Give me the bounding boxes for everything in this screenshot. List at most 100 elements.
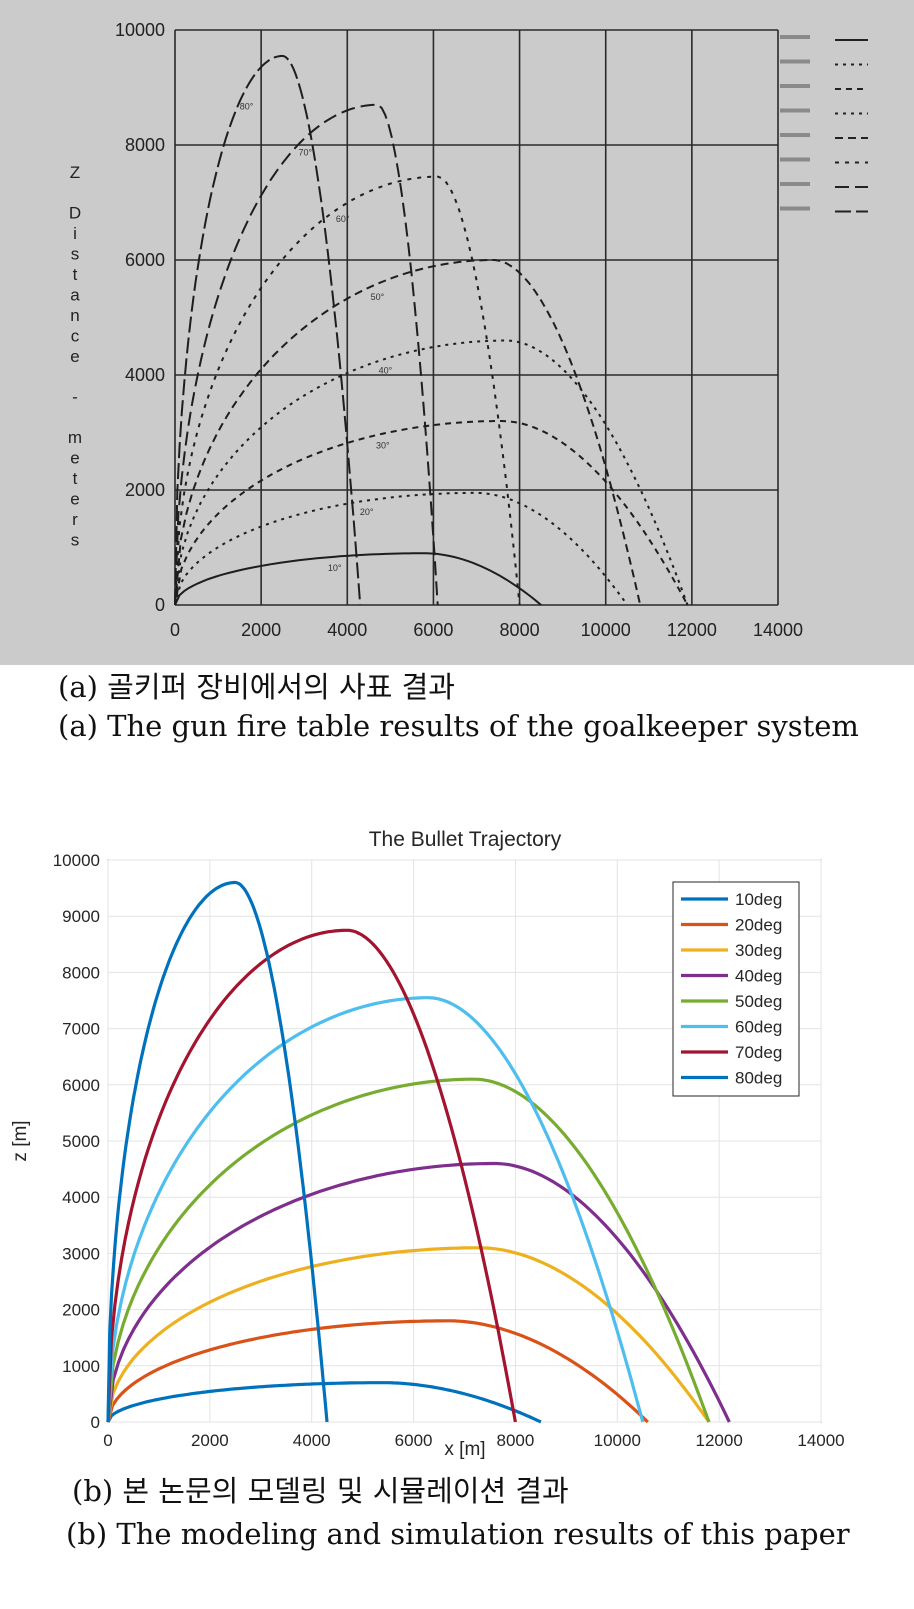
- y-tick-label: 4000: [62, 1188, 100, 1207]
- trajectory-line: [174, 491, 629, 606]
- x-tick-label: 0: [170, 620, 180, 640]
- legend-entry-label: 30deg: [735, 941, 782, 960]
- y-label-char: n: [70, 306, 79, 325]
- legend-entry-label: 40deg: [735, 967, 782, 986]
- x-tick-label: 10000: [581, 620, 631, 640]
- trajectory-line: [174, 175, 521, 606]
- y-label-char: Z: [70, 163, 80, 182]
- legend-entry-label: 80deg: [735, 1069, 782, 1088]
- y-label-char: e: [70, 490, 79, 509]
- x-tick-label: 14000: [797, 1431, 844, 1450]
- trajectory-curves: [106, 880, 731, 1424]
- y-label-char: i: [73, 224, 77, 243]
- y-tick-label: 0: [91, 1413, 100, 1432]
- trajectory-curves: [174, 54, 689, 606]
- x-axis-label: x [m]: [444, 1439, 485, 1460]
- legend-entry-smudge: [780, 157, 810, 162]
- x-tick-label: 0: [103, 1431, 112, 1450]
- y-label-char: m: [68, 428, 82, 447]
- y-tick-label: 5000: [62, 1132, 100, 1151]
- y-label-char: c: [71, 327, 80, 346]
- y-label-char: a: [70, 286, 80, 305]
- y-label-char: D: [69, 204, 81, 223]
- legend: [780, 35, 868, 213]
- x-tick-label: 12000: [667, 620, 717, 640]
- tick-labels: 0 2000 4000 6000 8000 10000 12000 14000 0 2000 400…: [115, 20, 803, 640]
- x-tick-label: 12000: [696, 1431, 743, 1450]
- legend: 10deg 20deg 30deg 40deg 50deg 60deg 70deg 80deg: [672, 881, 800, 1097]
- y-tick-label: 1000: [62, 1357, 100, 1376]
- x-tick-label: 10000: [594, 1431, 641, 1450]
- x-tick-label: 2000: [191, 1431, 229, 1450]
- y-label-char: t: [73, 265, 78, 284]
- legend-entry-label: 60deg: [735, 1018, 782, 1037]
- legend-entry-label: 70deg: [735, 1043, 782, 1062]
- legend-entry-smudge: [780, 35, 810, 39]
- legend-entry-smudge: [780, 108, 810, 113]
- y-label-char: s: [71, 531, 80, 550]
- chart-grid: [174, 29, 779, 606]
- curve-angle-label: 60°: [336, 214, 350, 224]
- legend-box: [672, 881, 800, 1097]
- y-tick-label: 8000: [62, 963, 100, 982]
- x-tick-label: 6000: [413, 620, 453, 640]
- x-tick-label: 6000: [395, 1431, 433, 1450]
- curve-angle-label: 80°: [240, 101, 254, 111]
- caption-b-english: (b) The modeling and simulation results …: [66, 1517, 850, 1551]
- y-label-char: e: [70, 347, 79, 366]
- trajectory-line-40deg: [106, 1161, 731, 1423]
- legend-entry-label: 10deg: [735, 890, 782, 909]
- curve-angle-label: 20°: [360, 507, 374, 517]
- y-tick-label: 6000: [125, 250, 165, 270]
- caption-b-korean: (b) 본 논문의 모델링 및 시뮬레이션 결과: [72, 1474, 569, 1508]
- y-label-char: -: [72, 388, 78, 407]
- curve-angle-label: 30°: [376, 440, 390, 450]
- y-axis-label: z [m]: [10, 1120, 31, 1161]
- tick-labels: 0 2000 4000 6000 8000 10000 12000 14000 0 1000 200…: [53, 851, 845, 1450]
- trajectory-line: [174, 552, 542, 606]
- y-label-char: e: [70, 449, 79, 468]
- caption-a: (a) 골키퍼 장비에서의 사표 결과 (a) The gun fire tab…: [0, 668, 914, 746]
- x-tick-label: 8000: [500, 620, 540, 640]
- trajectory-line-60deg: [106, 996, 645, 1423]
- curve-angle-label: 40°: [379, 366, 393, 376]
- y-label-char: t: [73, 469, 78, 488]
- scan-background: [0, 0, 914, 665]
- x-tick-label: 4000: [327, 620, 367, 640]
- trajectory-line: [174, 420, 689, 606]
- y-tick-label: 0: [155, 595, 165, 615]
- y-tick-label: 7000: [62, 1020, 100, 1039]
- trajectory-line-80deg: [106, 880, 329, 1423]
- curve-angle-label: 70°: [299, 148, 313, 158]
- curve-angle-label: 50°: [371, 292, 385, 302]
- trajectory-line-20deg: [106, 1319, 649, 1424]
- y-tick-label: 10000: [115, 20, 165, 40]
- curve-angle-label: 10°: [328, 563, 342, 573]
- legend-entry-label: 20deg: [735, 916, 782, 935]
- trajectory-line: [174, 54, 362, 606]
- y-tick-label: 4000: [125, 365, 165, 385]
- curve-labels: 10° 20° 30° 40° 50° 60° 70° 80°: [240, 101, 393, 573]
- trajectory-line: [174, 339, 689, 606]
- legend-entry-smudge: [780, 182, 810, 186]
- x-tick-label: 8000: [497, 1431, 535, 1450]
- y-tick-label: 9000: [62, 907, 100, 926]
- y-tick-label: 6000: [62, 1076, 100, 1095]
- y-tick-label: 10000: [53, 851, 100, 870]
- caption-a-english: (a) The gun fire table results of the go…: [58, 709, 859, 743]
- x-tick-label: 14000: [753, 620, 803, 640]
- x-tick-label: 2000: [241, 620, 281, 640]
- legend-entry-smudge: [780, 59, 810, 64]
- y-label-char: s: [71, 245, 80, 264]
- caption-b: (b) 본 논문의 모델링 및 시뮬레이션 결과 (b) The modelin…: [0, 1470, 914, 1556]
- y-tick-label: 2000: [125, 480, 165, 500]
- chart-title: The Bullet Trajectory: [369, 830, 562, 851]
- y-tick-label: 2000: [62, 1301, 100, 1320]
- trajectory-line: [174, 259, 642, 606]
- trajectory-line-50deg: [106, 1077, 711, 1423]
- x-tick-label: 4000: [293, 1431, 331, 1450]
- y-tick-label: 8000: [125, 135, 165, 155]
- trajectory-line: [174, 103, 439, 606]
- legend-entry-smudge: [780, 133, 810, 137]
